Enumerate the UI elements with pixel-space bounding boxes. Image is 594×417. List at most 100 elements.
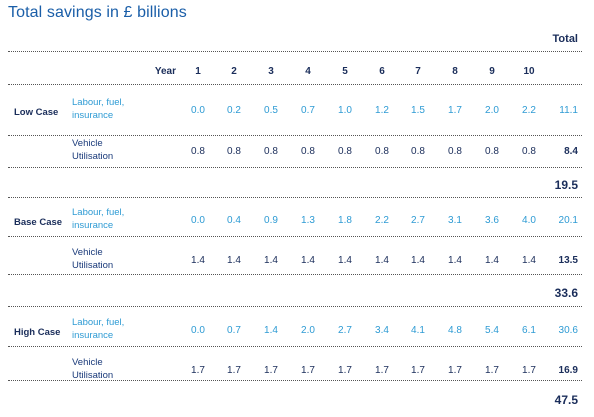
- table-cell: 0.2: [227, 105, 241, 116]
- year-header: 5: [342, 66, 348, 77]
- table-cell: 1.4: [485, 255, 499, 266]
- table-cell: 1.7: [411, 365, 425, 376]
- row-label-line2: insurance: [72, 110, 114, 121]
- row-label-line2: Utilisation: [72, 260, 114, 271]
- divider: [8, 380, 582, 381]
- case-grand-total: 47.5: [554, 393, 578, 407]
- divider: [8, 197, 582, 198]
- table-cell: 0.8: [301, 146, 315, 157]
- table-title: Total savings in £ billions: [8, 4, 187, 21]
- table-cell: 1.4: [375, 255, 389, 266]
- case-grand-total: 19.5: [554, 178, 578, 192]
- table-cell: 1.7: [448, 105, 462, 116]
- table-cell: 4.8: [448, 325, 462, 336]
- table-cell: 1.7: [485, 365, 499, 376]
- row-label-line2: Utilisation: [72, 370, 114, 381]
- row-total: 11.1: [559, 105, 578, 116]
- table-cell: 1.7: [191, 365, 205, 376]
- table-cell: 1.7: [375, 365, 389, 376]
- year-header: 1: [195, 66, 201, 77]
- table-cell: 1.8: [338, 215, 352, 226]
- table-cell: 0.8: [338, 146, 352, 157]
- table-cell: 1.7: [301, 365, 315, 376]
- table-cell: 0.4: [227, 215, 241, 226]
- table-cell: 2.7: [411, 215, 425, 226]
- table-cell: 0.8: [448, 146, 462, 157]
- table-cell: 4.1: [411, 325, 425, 336]
- row-total: 30.6: [558, 325, 578, 336]
- table-cell: 2.2: [375, 215, 389, 226]
- divider: [8, 274, 582, 275]
- table-cell: 1.4: [264, 255, 278, 266]
- case-grand-total: 33.6: [554, 286, 578, 300]
- divider: [8, 135, 582, 136]
- case-name: Base Case: [14, 217, 63, 228]
- table-cell: 1.4: [448, 255, 462, 266]
- table-cell: 0.8: [411, 146, 425, 157]
- table-cell: 0.7: [227, 325, 241, 336]
- case-name: High Case: [14, 327, 61, 338]
- divider: [8, 84, 582, 85]
- total-header: Total: [552, 33, 578, 45]
- table-cell: 0.8: [522, 146, 536, 157]
- row-total: 13.5: [558, 255, 578, 266]
- row-label-line2: insurance: [72, 330, 114, 341]
- table-cell: 5.4: [485, 325, 499, 336]
- table-cell: 0.0: [191, 215, 205, 226]
- year-header: 10: [523, 66, 535, 77]
- row-label-line2: Utilisation: [72, 151, 114, 162]
- table-cell: 1.4: [338, 255, 352, 266]
- table-cell: 4.0: [522, 215, 536, 226]
- divider: [8, 167, 582, 168]
- row-total: 20.1: [558, 215, 578, 226]
- table-cell: 0.0: [191, 105, 205, 116]
- table-cell: 2.0: [485, 105, 499, 116]
- table-cell: 0.8: [375, 146, 389, 157]
- table-cell: 1.7: [227, 365, 241, 376]
- divider: [8, 236, 582, 237]
- row-label-line1: Labour, fuel,: [72, 97, 125, 108]
- year-header: 4: [305, 66, 311, 77]
- table-cell: 1.3: [301, 215, 315, 226]
- year-header: 2: [231, 66, 237, 77]
- table-cell: 0.5: [264, 105, 278, 116]
- table-cell: 1.7: [522, 365, 536, 376]
- year-header: 7: [415, 66, 421, 77]
- year-header: 8: [452, 66, 458, 77]
- row-total: 16.9: [558, 365, 578, 376]
- table-cell: 1.4: [522, 255, 536, 266]
- table-cell: 1.5: [411, 105, 425, 116]
- table-cell: 3.1: [448, 215, 462, 226]
- row-label-line1: Vehicle: [72, 357, 103, 368]
- case-name: Low Case: [14, 107, 59, 118]
- table-cell: 1.7: [448, 365, 462, 376]
- table-cell: 1.0: [338, 105, 352, 116]
- table-cell: 0.9: [264, 215, 278, 226]
- table-cell: 3.4: [375, 325, 389, 336]
- year-header: 3: [268, 66, 274, 77]
- table-cell: 1.4: [301, 255, 315, 266]
- table-cell: 1.4: [411, 255, 425, 266]
- row-total: 8.4: [564, 146, 578, 157]
- table-cell: 2.0: [301, 325, 315, 336]
- divider: [8, 306, 582, 307]
- row-label-line1: Vehicle: [72, 247, 103, 258]
- table-cell: 0.8: [264, 146, 278, 157]
- table-cell: 1.7: [264, 365, 278, 376]
- row-label-line1: Vehicle: [72, 138, 103, 149]
- table-cell: 0.8: [191, 146, 205, 157]
- table-cell: 6.1: [522, 325, 536, 336]
- year-header: 9: [489, 66, 495, 77]
- table-cell: 1.4: [264, 325, 278, 336]
- table-cell: 0.8: [227, 146, 241, 157]
- divider: [8, 346, 582, 347]
- row-label-line2: insurance: [72, 220, 114, 231]
- table-cell: 0.8: [485, 146, 499, 157]
- table-cell: 1.4: [227, 255, 241, 266]
- table-cell: 2.7: [338, 325, 352, 336]
- year-label: Year: [154, 66, 176, 77]
- table-cell: 1.7: [338, 365, 352, 376]
- year-header: 6: [379, 66, 385, 77]
- table-cell: 1.2: [375, 105, 389, 116]
- row-label-line1: Labour, fuel,: [72, 317, 125, 328]
